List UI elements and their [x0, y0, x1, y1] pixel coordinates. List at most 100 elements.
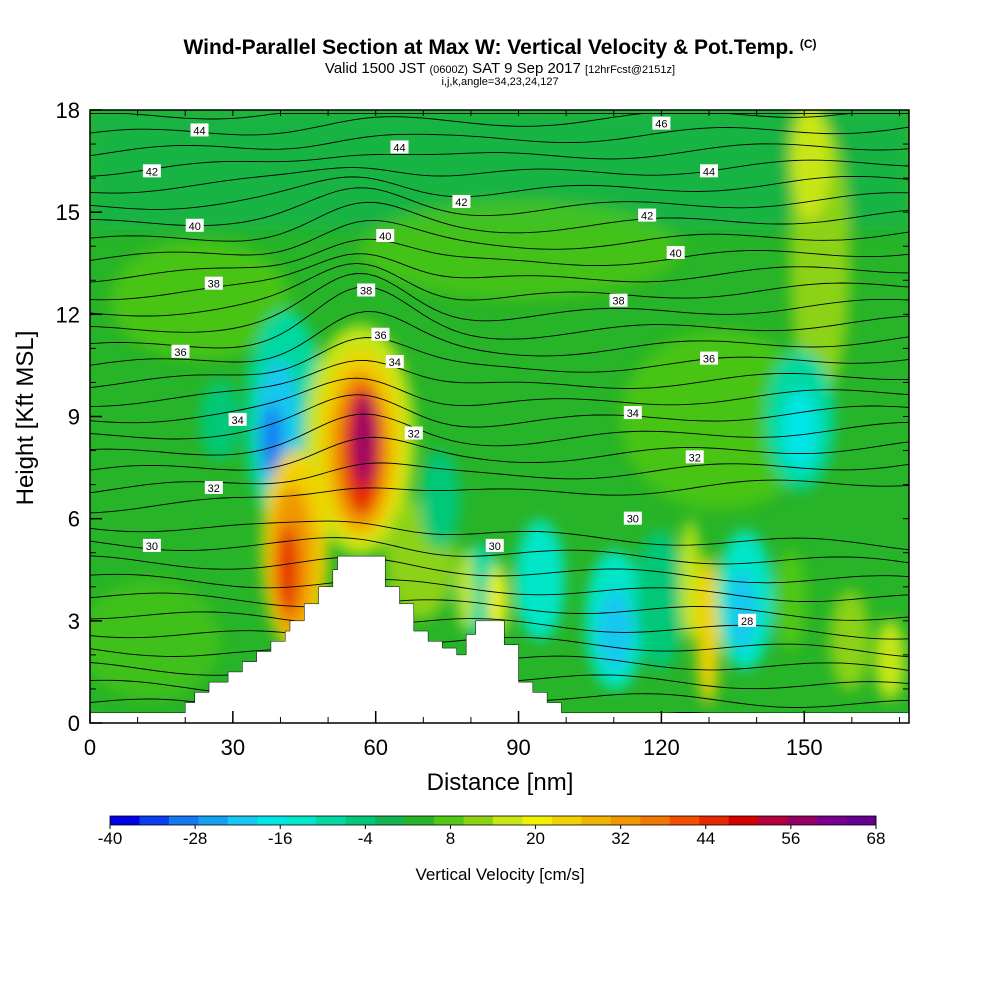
- isentrope-line: [90, 262, 909, 317]
- isentrope-label: 32: [204, 481, 223, 495]
- colorbar-swatch: [345, 816, 376, 825]
- isentrope-label: 42: [638, 208, 657, 223]
- colorbar-swatch: [434, 816, 464, 825]
- isentrope-label: 44: [700, 164, 719, 178]
- colorbar-swatch: [493, 816, 523, 825]
- grid-indices: i,j,k,angle=34,23,24,127: [441, 76, 559, 88]
- isentrope-line: [90, 273, 909, 333]
- y-axis: 0 3 6 9 12 15 18: [56, 98, 102, 736]
- x-tick-label: 150: [786, 735, 823, 760]
- colorbar: -40 -28 -16 -4 8 20 32 44 56 68: [98, 815, 886, 848]
- valid-utc: (0600Z): [429, 64, 468, 76]
- isentrope-line: [90, 112, 909, 136]
- isentrope-label: 34: [228, 412, 247, 427]
- isentrope-label-text: 44: [393, 142, 405, 154]
- x-tick-label: 0: [84, 735, 96, 760]
- isentrope-label: 32: [685, 450, 704, 464]
- isentrope-label: 34: [385, 355, 404, 369]
- chart-subtitle: Valid 1500 JST (0600Z) SAT 9 Sep 2017 [1…: [0, 60, 1000, 77]
- isentrope-label: 38: [609, 293, 628, 308]
- isentrope-label: 30: [485, 538, 504, 553]
- y-tick-label: 9: [68, 405, 80, 430]
- colorbar-tick-label: 68: [867, 829, 886, 848]
- isentrope-line: [90, 377, 909, 424]
- isentrope-line: [90, 413, 909, 456]
- colorbar-swatch: [551, 816, 582, 825]
- isentrope-line: [90, 573, 909, 602]
- isentrope-line: [90, 479, 909, 514]
- isentrope-label: 40: [666, 246, 685, 260]
- isentrope-line: [90, 537, 909, 565]
- isentrope-labels: 44 44 46 42 44 42 40 40 42 40 38 38 38 36 36 36 34 34 34 32…: [142, 116, 757, 628]
- colorbar-swatch: [640, 816, 671, 825]
- colorbar-tick-label: 56: [781, 829, 800, 848]
- isentrope-label-text: 30: [489, 541, 501, 553]
- colorbar-swatch: [110, 816, 140, 825]
- colorbar-tick-label: 32: [611, 829, 630, 848]
- colorbar-tick-label: 20: [526, 829, 545, 848]
- vertical-velocity-field: 44 44 46 42 44 42 40 40 42 40 38 38 38 36 36 36 34 34 34 32…: [90, 110, 909, 723]
- isentrope-label-text: 32: [689, 452, 701, 464]
- colorbar-swatch: [846, 816, 877, 825]
- colorbar-tick-label: -16: [268, 829, 293, 848]
- colorbar-tick-label: -40: [98, 829, 123, 848]
- isentrope-label: 40: [376, 229, 395, 243]
- terrain: [90, 555, 909, 723]
- copyright-mark: (C): [799, 37, 817, 51]
- isentrope-line: [90, 436, 909, 471]
- isentrope-line: [90, 592, 909, 621]
- chart-title-text: Wind-Parallel Section at Max W: Vertical…: [183, 36, 794, 59]
- isentrope-label: 38: [204, 276, 223, 291]
- isentrope-line: [90, 555, 909, 584]
- isentrope-line: [90, 360, 909, 407]
- isentrope-label-text: 36: [703, 354, 715, 366]
- isentrope-label-text: 34: [389, 357, 401, 369]
- colorbar-swatch: [316, 816, 347, 825]
- valid-date: SAT 9 Sep 2017: [472, 60, 581, 77]
- isentrope-label: 44: [190, 123, 209, 137]
- colorbar-swatch: [463, 816, 494, 825]
- isentrope-line: [90, 238, 909, 283]
- isentrope-label-text: 44: [193, 125, 205, 137]
- colorbar-swatch: [198, 816, 229, 825]
- x-tick-label: 120: [643, 735, 680, 760]
- isentrope-label-text: 42: [455, 197, 467, 209]
- isentrope-label-text: 36: [174, 347, 186, 359]
- chart-title: Wind-Parallel Section at Max W: Vertical…: [0, 36, 1000, 60]
- colorbar-swatch: [375, 816, 406, 825]
- colorbar-swatch: [286, 816, 317, 825]
- colorbar-swatch: [522, 816, 553, 825]
- isentrope-label-text: 38: [360, 285, 372, 297]
- isentrope-label: 28: [738, 613, 757, 628]
- isentrope-label-text: 40: [670, 248, 682, 260]
- colorbar-swatch: [404, 816, 435, 825]
- isentrope-label-text: 28: [741, 616, 753, 628]
- isentrope-label: 46: [652, 116, 671, 131]
- isentrope-line: [90, 126, 909, 157]
- isentrope-line: [90, 175, 909, 210]
- isentrope-label-text: 38: [208, 279, 220, 291]
- x-tick-label: 90: [506, 735, 530, 760]
- isentrope-line: [90, 253, 909, 301]
- isentrope-line: [90, 310, 909, 366]
- isentrope-line: [90, 611, 909, 640]
- y-tick-label: 18: [56, 98, 80, 123]
- colorbar-swatch: [728, 816, 759, 825]
- colorbar-swatch: [257, 816, 288, 825]
- isentrope-label-text: 34: [627, 408, 639, 420]
- colorbar-swatch: [227, 816, 258, 825]
- isentrope-label: 42: [452, 194, 471, 209]
- isentrope-line: [90, 201, 909, 242]
- isentrope-label-text: 42: [641, 211, 653, 223]
- colorbar-tick-label: -28: [183, 829, 208, 848]
- colorbar-label: Vertical Velocity [cm/s]: [415, 865, 584, 884]
- isentrope-label: 36: [700, 351, 719, 366]
- isentrope-label: 44: [390, 140, 409, 154]
- y-axis-label: Height [Kft MSL]: [12, 331, 39, 506]
- isentrope-label: 42: [142, 164, 161, 178]
- isentrope-line: [90, 159, 909, 194]
- isentrope-label-text: 40: [379, 231, 391, 243]
- colorbar-swatch: [787, 816, 818, 825]
- isentrope-label-text: 32: [408, 429, 420, 441]
- colorbar-tick-label: 8: [446, 829, 455, 848]
